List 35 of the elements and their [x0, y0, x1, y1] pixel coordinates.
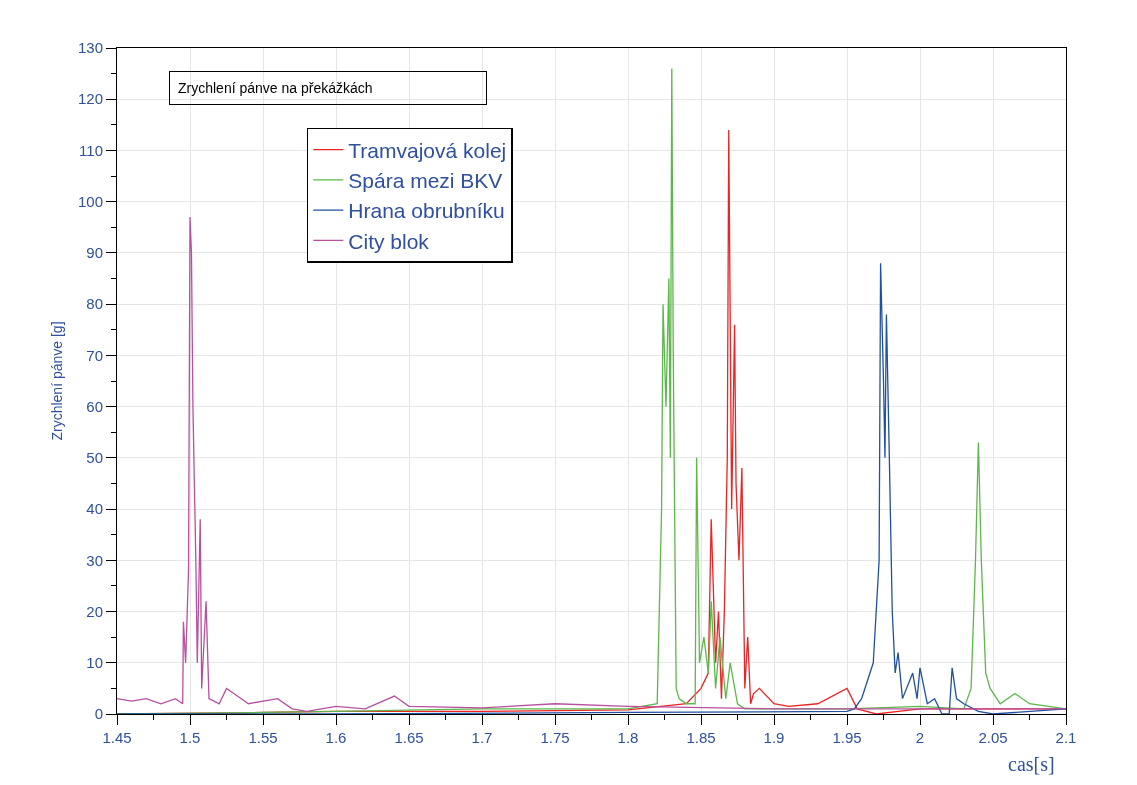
- x-tick-label: 1.5: [179, 729, 201, 746]
- y-tick-label: 70: [86, 346, 103, 364]
- x-tick-label: 1.9: [763, 729, 785, 746]
- x-tick-label: 1.6: [325, 729, 347, 746]
- y-tick-label: 80: [86, 295, 103, 313]
- y-tick-label: 60: [86, 397, 103, 415]
- legend-label: Tramvajová kolej: [348, 138, 507, 162]
- y-tick-label: 50: [86, 449, 103, 467]
- y-tick-label: 130: [77, 39, 103, 57]
- y-tick-label: 40: [86, 500, 103, 518]
- y-tick-label: 110: [79, 141, 103, 159]
- legend-label: City blok: [348, 229, 430, 253]
- x-tick-label: 2: [915, 729, 925, 746]
- x-tick-label: 1.45: [102, 729, 132, 746]
- y-tick-label: 0: [94, 705, 103, 723]
- y-tick-label: 10: [86, 654, 103, 672]
- legend-label: Spára mezi BKV: [348, 169, 503, 193]
- x-tick-label: 1.95: [832, 729, 862, 746]
- y-tick-label: 100: [77, 192, 103, 210]
- x-axis-title: cas[s]: [1008, 753, 1055, 775]
- x-tick-label: 1.85: [686, 729, 716, 746]
- text: Zrychlení pánve na překážkách: [178, 80, 373, 96]
- x-tick-label: 1.65: [394, 729, 424, 746]
- y-tick-label: 30: [86, 551, 103, 569]
- x-tick-label: 2.05: [978, 729, 1008, 746]
- x-tick-label: 1.8: [617, 729, 639, 746]
- legend-label: Hrana obrubníku: [348, 199, 505, 223]
- y-tick-label: 20: [86, 602, 103, 620]
- y-tick-label: 90: [86, 244, 103, 262]
- y-axis-title: Zrychlení pánve [g]: [48, 321, 65, 441]
- x-tick-label: 2.1: [1055, 729, 1077, 746]
- x-tick-label: 1.7: [471, 729, 493, 746]
- y-tick-label: 120: [77, 90, 103, 108]
- x-tick-label: 1.75: [540, 729, 570, 746]
- x-tick-label: 1.55: [248, 729, 278, 746]
